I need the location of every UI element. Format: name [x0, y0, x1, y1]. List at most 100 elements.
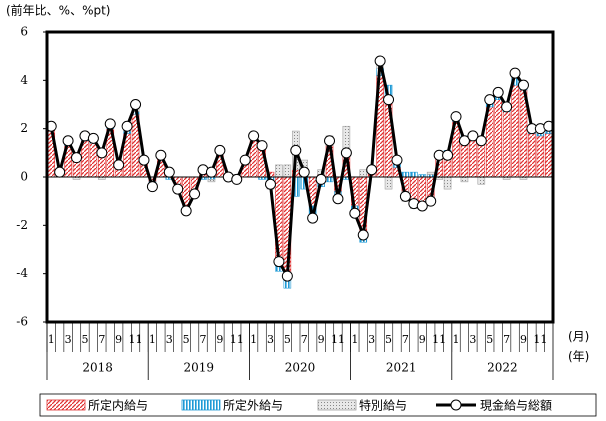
- year-label: 2020: [285, 361, 316, 375]
- marker: [146, 181, 158, 193]
- marker: [391, 154, 403, 166]
- legend-swatch: [317, 399, 357, 411]
- x-tick-label: 3: [469, 333, 476, 346]
- marker: [332, 193, 344, 205]
- bar: [89, 142, 98, 178]
- marker: [442, 149, 454, 161]
- marker: [138, 154, 150, 166]
- x-tick-label: 9: [216, 333, 223, 346]
- bar: [325, 176, 334, 183]
- marker: [383, 94, 395, 106]
- marker: [357, 229, 369, 241]
- marker: [425, 195, 437, 207]
- bar: [469, 138, 477, 178]
- bar: [544, 133, 553, 178]
- x-unit-year: (年): [568, 350, 589, 364]
- marker: [172, 183, 184, 195]
- marker: [290, 144, 302, 156]
- marker: [214, 144, 226, 156]
- marker: [492, 86, 504, 98]
- x-tick-label: 11: [533, 333, 547, 346]
- y-tick-label: -2: [16, 218, 28, 232]
- x-tick-label: 7: [402, 333, 409, 346]
- x-tick-label: 1: [48, 333, 55, 346]
- marker: [273, 256, 285, 268]
- year-label: 2021: [386, 361, 417, 375]
- marker: [475, 135, 487, 147]
- marker: [239, 154, 251, 166]
- x-tick-label: 5: [486, 333, 493, 346]
- bar: [536, 135, 545, 178]
- x-tick-label: 9: [419, 333, 426, 346]
- bar: [502, 111, 511, 178]
- x-tick-label: 3: [166, 333, 173, 346]
- bar: [418, 176, 427, 204]
- marker: [113, 159, 125, 171]
- legend-swatch: [181, 399, 221, 411]
- legend-box: [39, 393, 597, 417]
- marker: [374, 55, 386, 67]
- marker: [54, 166, 66, 178]
- x-tick-label: 1: [351, 333, 358, 346]
- legend-label: 所定内給与: [88, 398, 148, 413]
- bar: [410, 176, 418, 202]
- x-tick-label: 9: [115, 333, 122, 346]
- legend-marker: [450, 399, 462, 411]
- legend-item: 所定外給与: [181, 398, 283, 413]
- x-tick-label: 9: [318, 333, 325, 346]
- year-label: 2018: [82, 361, 113, 375]
- y-tick-label: 0: [20, 170, 28, 184]
- marker: [121, 120, 133, 132]
- x-tick-label: 1: [453, 333, 460, 346]
- y-axis-label: (前年比、%、%pt): [6, 3, 111, 18]
- bar: [494, 99, 502, 178]
- marker: [315, 173, 327, 185]
- x-tick-label: 7: [301, 333, 308, 346]
- x-tick-label: 3: [267, 333, 274, 346]
- marker: [509, 67, 521, 79]
- marker: [96, 147, 108, 159]
- bar: [207, 179, 216, 183]
- marker: [205, 166, 217, 178]
- x-tick-label: 9: [520, 333, 527, 346]
- bar: [275, 164, 283, 178]
- x-tick-label: 3: [368, 333, 375, 346]
- legend-item: 所定内給与: [46, 398, 148, 413]
- marker: [130, 99, 142, 110]
- x-tick-label: 1: [149, 333, 156, 346]
- legend-label: 現金給与総額: [480, 398, 552, 413]
- bar: [283, 164, 292, 178]
- marker: [248, 130, 260, 142]
- bar: [410, 171, 418, 178]
- marker: [416, 200, 428, 212]
- x-tick-label: 5: [385, 333, 392, 346]
- marker: [467, 130, 479, 142]
- bar: [511, 84, 519, 178]
- bar: [426, 171, 435, 175]
- marker: [189, 188, 201, 200]
- y-tick-label: 4: [20, 73, 28, 87]
- x-tick-label: 7: [503, 333, 510, 346]
- marker: [517, 79, 529, 91]
- year-label: 2019: [184, 361, 215, 375]
- bar: [443, 176, 452, 190]
- x-tick-label: 7: [200, 333, 207, 346]
- legend-label: 特別給与: [359, 398, 407, 413]
- marker: [298, 166, 310, 178]
- marker: [340, 147, 352, 159]
- bar: [384, 176, 393, 190]
- marker: [399, 190, 411, 202]
- year-label: 2022: [487, 361, 518, 375]
- marker: [349, 207, 361, 219]
- x-tick-label: 3: [65, 333, 72, 346]
- marker: [256, 140, 268, 152]
- marker: [155, 149, 167, 161]
- x-tick-label: 1: [250, 333, 257, 346]
- marker: [366, 164, 378, 176]
- bar: [477, 176, 486, 185]
- marker: [484, 94, 496, 106]
- y-tick-label: 6: [20, 25, 28, 39]
- marker: [281, 270, 293, 282]
- legend-label: 所定外給与: [223, 398, 283, 413]
- x-tick-label: 11: [331, 333, 345, 346]
